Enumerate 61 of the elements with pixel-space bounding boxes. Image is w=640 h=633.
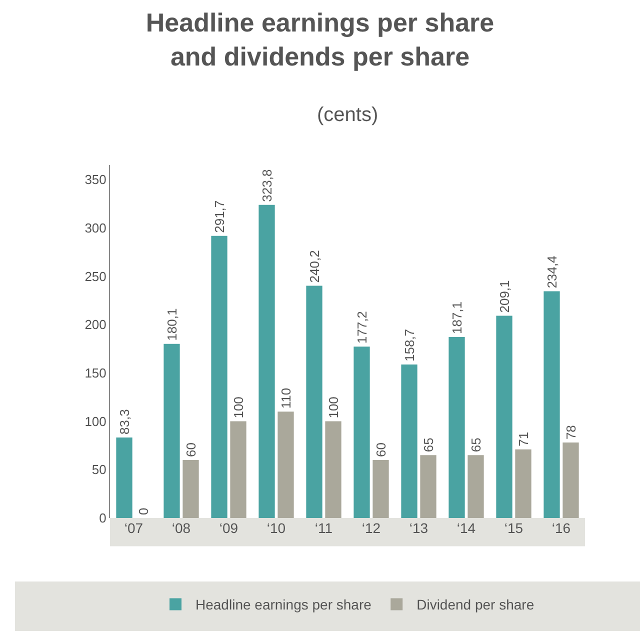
bar	[211, 236, 228, 518]
data-label: 234,4	[544, 256, 560, 288]
data-label: 65	[468, 438, 484, 452]
x-tick-label: ‘13	[409, 520, 428, 536]
bar	[544, 291, 560, 518]
data-label: 110	[278, 388, 294, 409]
y-tick-label: 0	[99, 510, 106, 526]
bar	[306, 286, 322, 518]
bar	[258, 204, 275, 518]
chart-title: Headline earnings per share and dividends per share	[146, 8, 494, 72]
x-tick-label: ‘10	[266, 520, 286, 536]
y-tick-label: 150	[84, 365, 106, 380]
x-tick-label: ‘08	[172, 520, 191, 536]
legend-label: Headline earnings per share	[196, 596, 372, 613]
data-label: 100	[326, 396, 341, 418]
bar	[325, 421, 342, 518]
x-tick-label: ‘07	[124, 520, 144, 536]
bar	[116, 437, 132, 518]
data-label: 177,2	[354, 311, 370, 344]
y-tick-label: 200	[84, 317, 106, 332]
y-tick-label: 100	[84, 414, 106, 429]
data-label: 291,7	[212, 200, 227, 233]
x-tick-label: ‘09	[219, 520, 238, 536]
legend-label: Dividend per share	[416, 596, 534, 613]
bar	[496, 316, 512, 518]
data-label: 323,8	[259, 169, 274, 202]
data-label: 78	[563, 425, 578, 440]
x-tick-label: ‘14	[456, 520, 476, 536]
data-label: 240,2	[306, 250, 322, 283]
data-label: 100	[230, 396, 246, 418]
data-label: 65	[420, 438, 436, 452]
bar	[562, 442, 579, 518]
data-label: 60	[373, 442, 388, 457]
chart-subtitle: (cents)	[317, 104, 378, 126]
data-label: 0	[136, 508, 151, 515]
data-label: 158,7	[402, 328, 417, 362]
data-label: 60	[183, 442, 198, 457]
y-tick-label: 350	[84, 172, 106, 188]
data-label: 71	[516, 432, 531, 446]
bar	[448, 337, 465, 518]
data-label: 83,3	[116, 409, 132, 434]
x-tick-label: ‘11	[314, 520, 333, 536]
data-label: 209,1	[496, 280, 512, 313]
y-tick-label: 250	[84, 268, 106, 284]
bar	[401, 364, 418, 518]
y-tick-label: 300	[84, 220, 106, 236]
data-label: 180,1	[164, 308, 180, 341]
bar	[164, 344, 180, 518]
bar	[468, 455, 484, 518]
bar	[354, 346, 370, 518]
y-tick-label: 50	[92, 462, 106, 478]
x-tick-label: ‘12	[362, 520, 381, 536]
bar	[230, 421, 246, 518]
bar	[182, 460, 199, 518]
bar	[420, 455, 436, 518]
x-tick-label: ‘16	[552, 520, 571, 536]
x-tick-label: ‘15	[504, 520, 524, 536]
bar	[372, 460, 389, 518]
bar	[515, 449, 532, 518]
data-label: 187,1	[449, 302, 464, 334]
bar	[278, 412, 294, 518]
